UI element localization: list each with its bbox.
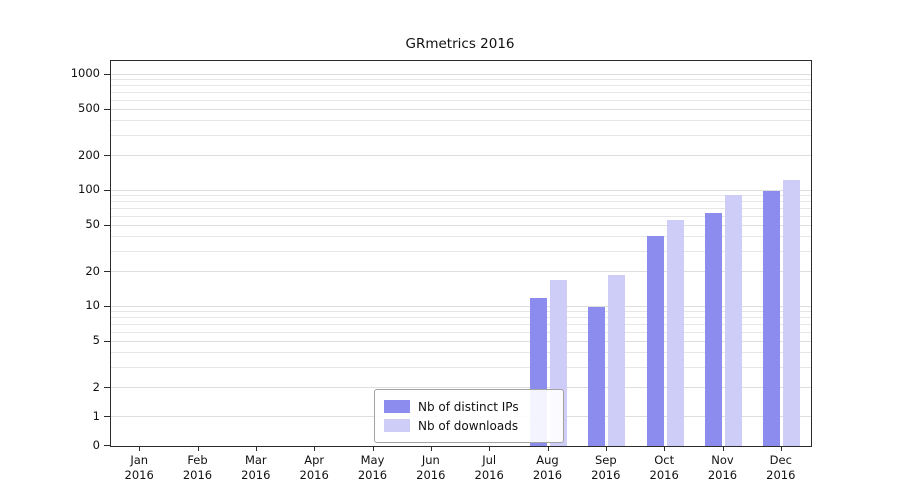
gridline <box>111 201 811 203</box>
x-tick-mark <box>664 446 666 451</box>
y-tick-mark <box>104 387 110 388</box>
y-tick-mark <box>104 305 110 307</box>
bar-downloads <box>666 220 684 446</box>
x-tick-mark <box>722 446 724 451</box>
x-tick-label: Jul 2016 <box>474 453 504 482</box>
x-tick-mark <box>547 446 549 451</box>
bar-downloads <box>725 195 742 446</box>
legend-label-downloads: Nb of downloads <box>418 418 519 433</box>
legend-item-downloads: Nb of downloads <box>384 416 553 435</box>
gridline <box>111 305 811 307</box>
y-tick-label: 1000 <box>70 66 100 81</box>
x-tick-label: Jun 2016 <box>416 453 446 482</box>
gridline <box>111 215 811 217</box>
x-tick-mark <box>372 446 374 451</box>
y-tick-mark <box>104 189 110 191</box>
y-tick-label: 2 <box>92 379 100 394</box>
x-tick-mark <box>430 446 432 451</box>
x-tick-mark <box>314 446 316 451</box>
bar-distinct-ips <box>588 306 606 446</box>
x-tick-label: Oct 2016 <box>649 453 679 482</box>
y-tick-mark <box>104 155 110 156</box>
gridline <box>111 331 811 333</box>
bar-distinct-ips <box>763 190 781 446</box>
y-tick-label: 50 <box>85 217 100 232</box>
x-tick-mark <box>255 446 257 451</box>
gridline <box>111 352 811 354</box>
gridline <box>111 189 811 191</box>
y-tick-mark <box>104 445 110 446</box>
plot-area <box>110 60 812 447</box>
x-tick-label: Nov 2016 <box>707 453 738 482</box>
bar-downloads <box>783 179 801 446</box>
y-tick-mark <box>104 108 110 110</box>
legend-item-distinct-ips: Nb of distinct IPs <box>384 397 553 416</box>
gridline <box>111 91 811 93</box>
gridline <box>111 224 811 226</box>
x-tick-label: Apr 2016 <box>299 453 329 482</box>
bar-downloads <box>608 274 626 446</box>
gridline <box>111 317 811 319</box>
legend-swatch-distinct-ips <box>384 400 410 413</box>
y-tick-mark <box>104 73 110 75</box>
x-tick-mark <box>605 446 607 451</box>
y-tick-label: 10 <box>85 298 100 313</box>
gridline <box>111 134 811 136</box>
x-tick-mark <box>197 446 199 451</box>
gridline <box>111 236 811 238</box>
legend: Nb of distinct IPs Nb of downloads <box>374 389 564 443</box>
y-tick-mark <box>104 271 110 272</box>
legend-label-distinct-ips: Nb of distinct IPs <box>418 399 519 414</box>
x-tick-label: Feb 2016 <box>182 453 213 482</box>
bar-distinct-ips <box>705 212 722 446</box>
gridline <box>111 366 811 368</box>
gridline <box>111 99 811 101</box>
y-tick-mark <box>104 224 110 226</box>
gridline <box>111 155 811 156</box>
x-tick-mark <box>139 446 141 451</box>
bar-distinct-ips <box>646 235 664 446</box>
y-tick-label: 200 <box>78 147 100 162</box>
x-tick-label: Sep 2016 <box>591 453 621 482</box>
gridline <box>111 340 811 342</box>
y-tick-label: 100 <box>78 182 100 197</box>
gridline <box>111 195 811 197</box>
gridline <box>111 311 811 313</box>
y-tick-label: 5 <box>92 333 100 348</box>
y-tick-label: 1 <box>92 408 100 423</box>
gridline <box>111 108 811 110</box>
x-tick-label: Aug 2016 <box>532 453 563 482</box>
y-tick-label: 0 <box>92 437 100 452</box>
gridline <box>111 207 811 209</box>
chart-title: GRmetrics 2016 <box>405 36 515 52</box>
gridline <box>111 85 811 87</box>
y-tick-mark <box>104 340 110 342</box>
gridline <box>111 387 811 388</box>
x-tick-label: Jan 2016 <box>124 453 154 482</box>
x-tick-label: Dec 2016 <box>766 453 796 482</box>
y-tick-label: 20 <box>85 263 100 278</box>
gridline <box>111 250 811 252</box>
gridline <box>111 73 811 75</box>
legend-swatch-downloads <box>384 419 410 432</box>
y-tick-label: 500 <box>78 101 100 116</box>
x-tick-mark <box>489 446 491 451</box>
gridline <box>111 79 811 81</box>
y-tick-mark <box>104 416 110 417</box>
x-tick-label: May 2016 <box>357 453 388 482</box>
gridline <box>111 271 811 272</box>
gridline <box>111 120 811 122</box>
x-tick-label: Mar 2016 <box>241 453 271 482</box>
x-tick-mark <box>780 446 782 451</box>
gridline <box>111 323 811 325</box>
